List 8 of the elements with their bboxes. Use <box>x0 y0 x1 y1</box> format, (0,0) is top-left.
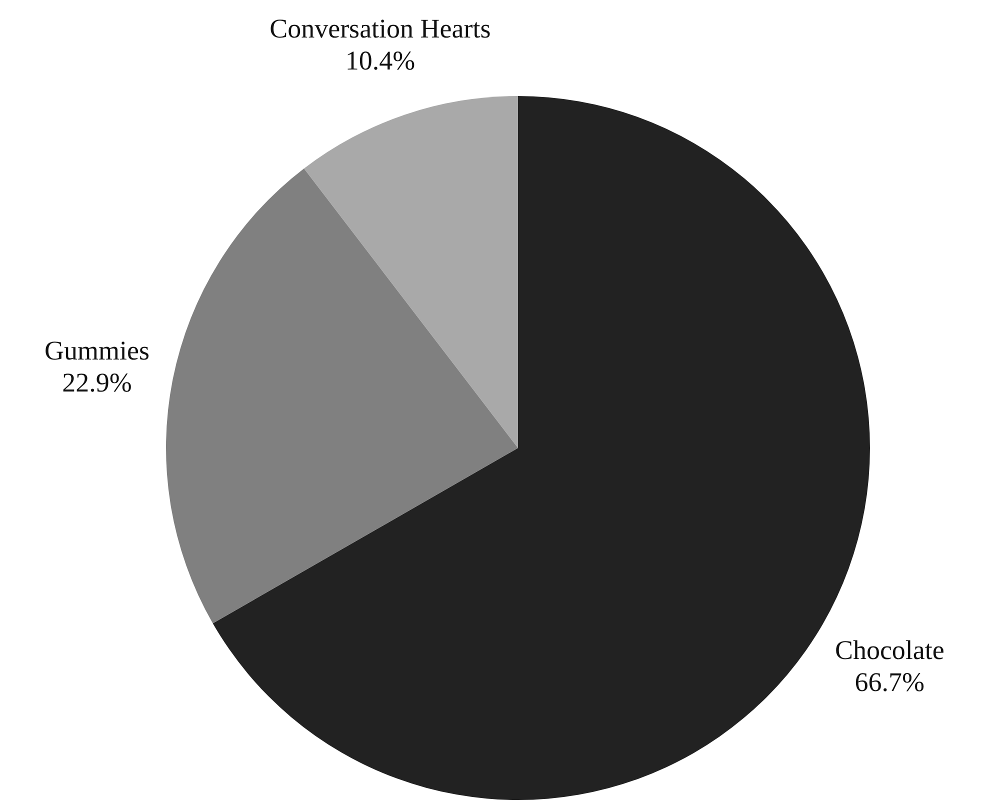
slice-label: Conversation Hearts <box>270 13 491 44</box>
slice-label: Chocolate <box>834 635 944 666</box>
pie-slice <box>304 96 518 448</box>
pie-slice <box>166 168 518 624</box>
data-label: 22.9% <box>62 368 132 398</box>
data-label: 10.4% <box>345 45 416 76</box>
slice-label: Gummies <box>44 336 150 366</box>
data-label: 66.7% <box>854 667 925 698</box>
